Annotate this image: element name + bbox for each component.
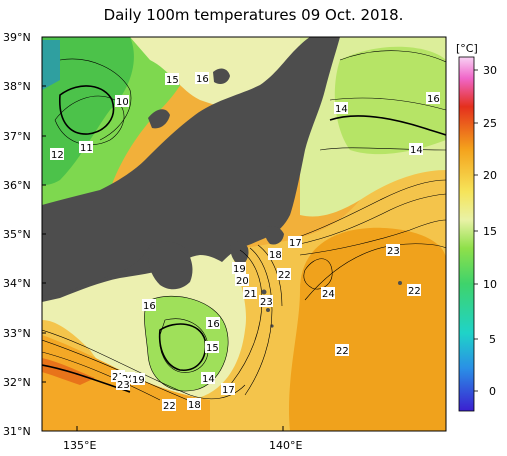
lat-label-31: 31°N bbox=[3, 425, 31, 438]
contour-label: 11 bbox=[80, 143, 93, 154]
lat-label-34: 34°N bbox=[3, 277, 31, 290]
contour-label: 16 bbox=[143, 301, 156, 312]
ocean-cold-edge bbox=[42, 40, 60, 90]
contour-label: 21 bbox=[244, 289, 257, 300]
land-shikoku bbox=[42, 245, 150, 296]
contour-label: 24 bbox=[322, 289, 335, 300]
map-title: Daily 100m temperatures 09 Oct. 2018. bbox=[103, 6, 404, 24]
contour-label: 23 bbox=[387, 246, 400, 257]
land-sado bbox=[213, 68, 230, 84]
contour-label: 17 bbox=[289, 238, 302, 249]
colorbar: [°C] 30 25 20 15 10 5 0 bbox=[456, 42, 497, 412]
contour-label: 19 bbox=[233, 264, 246, 275]
contour-label: 15 bbox=[166, 75, 179, 86]
lat-label-36: 36°N bbox=[3, 179, 31, 192]
lat-label-35: 35°N bbox=[3, 228, 31, 241]
contour-label: 16 bbox=[196, 74, 209, 85]
lon-label-140: 140°E bbox=[269, 439, 302, 452]
lat-label-32: 32°N bbox=[3, 376, 31, 389]
land-izu bbox=[230, 241, 249, 266]
ocean-orange-core bbox=[288, 227, 446, 431]
land-noto bbox=[148, 109, 170, 129]
colorbar-tick-20: 20 bbox=[483, 169, 497, 182]
contour-label: 18 bbox=[188, 400, 201, 411]
contour-label: 23 bbox=[117, 380, 130, 391]
contour-label: 14 bbox=[335, 104, 348, 115]
map-area bbox=[42, 37, 446, 431]
contour-label: 21 bbox=[112, 372, 125, 383]
contour-label: 20 bbox=[236, 276, 249, 287]
island-east bbox=[398, 281, 402, 285]
colorbar-gradient bbox=[458, 56, 475, 412]
island-hachijo bbox=[266, 308, 270, 312]
contour-labels: 15 16 10 11 12 14 16 14 17 18 19 20 21 2… bbox=[50, 72, 440, 412]
colorbar-tick-25: 25 bbox=[483, 117, 497, 130]
lon-label-135: 135°E bbox=[63, 439, 96, 452]
contour-label: 14 bbox=[202, 374, 215, 385]
contour-label: 16 bbox=[207, 319, 220, 330]
island-miyake bbox=[261, 289, 267, 295]
ocean-cold-core bbox=[42, 37, 134, 185]
contour-label: 22 bbox=[408, 286, 421, 297]
land-boso bbox=[264, 226, 284, 245]
ocean-green-northeast bbox=[334, 46, 446, 155]
colorbar-unit: [°C] bbox=[456, 42, 478, 55]
colorbar-tick-0: 0 bbox=[489, 385, 496, 398]
contour-label: 15 bbox=[206, 343, 219, 354]
contour-lines bbox=[42, 50, 446, 406]
contour-label: 22 bbox=[336, 346, 349, 357]
contour-label: 16 bbox=[427, 94, 440, 105]
lat-label-39: 39°N bbox=[3, 31, 31, 44]
contour-label: 10 bbox=[116, 97, 129, 108]
lat-label-33: 33°N bbox=[3, 327, 31, 340]
contour-label: 23 bbox=[260, 297, 273, 308]
lon-axis: 135°E 140°E bbox=[63, 426, 302, 452]
colorbar-tick-30: 30 bbox=[483, 64, 497, 77]
land-kii-peninsula bbox=[148, 241, 193, 290]
contour-label: 22 bbox=[163, 401, 176, 412]
contour-label: 17 bbox=[222, 385, 235, 396]
contour-label: 19 bbox=[132, 375, 145, 386]
colorbar-tick-15: 15 bbox=[483, 225, 497, 238]
colorbar-tick-10: 10 bbox=[483, 278, 497, 291]
lat-label-38: 38°N bbox=[3, 80, 31, 93]
contour-label: 22 bbox=[278, 270, 291, 281]
contour-label: 12 bbox=[51, 150, 64, 161]
lat-label-37: 37°N bbox=[3, 130, 31, 143]
lat-axis: 39°N 38°N 37°N 36°N 35°N 34°N 33°N 32°N … bbox=[3, 31, 46, 438]
contour-label: 18 bbox=[269, 250, 282, 261]
contour-label: 14 bbox=[410, 145, 423, 156]
colorbar-tick-5: 5 bbox=[489, 333, 496, 346]
